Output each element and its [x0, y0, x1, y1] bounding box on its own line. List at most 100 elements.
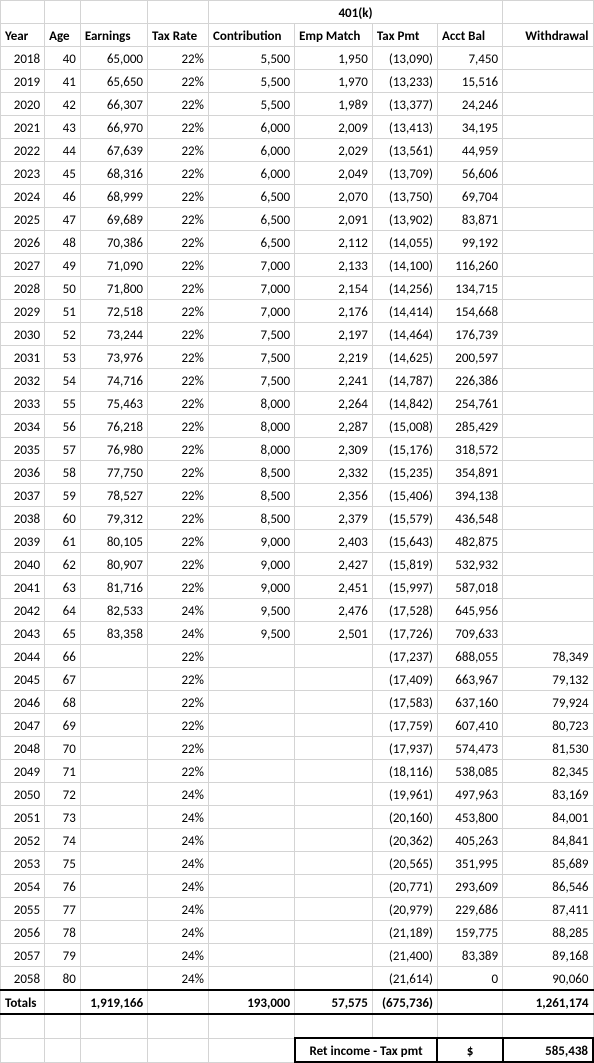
cell-withdrawal[interactable] — [503, 507, 593, 530]
cell-contribution[interactable] — [208, 921, 294, 944]
cell-contribution[interactable] — [208, 944, 294, 967]
cell-tax_rate[interactable]: 24% — [148, 806, 209, 829]
cell-earnings[interactable] — [80, 691, 147, 714]
cell-emp_match[interactable]: 2,356 — [295, 484, 373, 507]
cell-acct_bal[interactable]: 226,386 — [437, 369, 502, 392]
cell-acct_bal[interactable]: 159,775 — [437, 921, 502, 944]
cell-age[interactable]: 61 — [45, 530, 81, 553]
cell-withdrawal[interactable]: 81,530 — [503, 737, 593, 760]
cell-year[interactable]: 2044 — [1, 645, 45, 668]
cell-year[interactable]: 2025 — [1, 208, 45, 231]
cell-tax_pmt[interactable]: (13,561) — [372, 139, 437, 162]
cell-age[interactable]: 52 — [45, 323, 81, 346]
cell-age[interactable]: 65 — [45, 622, 81, 645]
cell-age[interactable]: 71 — [45, 760, 81, 783]
cell-earnings[interactable]: 78,527 — [80, 484, 147, 507]
cell-age[interactable]: 80 — [45, 967, 81, 991]
cell-earnings[interactable]: 80,105 — [80, 530, 147, 553]
cell-age[interactable]: 63 — [45, 576, 81, 599]
cell-acct_bal[interactable]: 709,633 — [437, 622, 502, 645]
cell-year[interactable]: 2033 — [1, 392, 45, 415]
cell-tax_pmt[interactable]: (21,189) — [372, 921, 437, 944]
cell-contribution[interactable] — [208, 668, 294, 691]
cell-earnings[interactable]: 68,999 — [80, 185, 147, 208]
cell-year[interactable]: 2019 — [1, 70, 45, 93]
cell-emp_match[interactable] — [295, 921, 373, 944]
cell-tax_rate[interactable]: 22% — [148, 484, 209, 507]
col-tax-rate[interactable]: Tax Rate — [148, 24, 209, 47]
col-withdrawal[interactable]: Withdrawal — [503, 24, 593, 47]
cell-withdrawal[interactable] — [503, 116, 593, 139]
cell-acct_bal[interactable]: 134,715 — [437, 277, 502, 300]
cell-contribution[interactable] — [208, 967, 294, 991]
cell-withdrawal[interactable]: 80,723 — [503, 714, 593, 737]
cell-acct_bal[interactable]: 394,138 — [437, 484, 502, 507]
cell-age[interactable]: 53 — [45, 346, 81, 369]
cell-contribution[interactable]: 7,000 — [208, 254, 294, 277]
cell-withdrawal[interactable] — [503, 162, 593, 185]
cell-emp_match[interactable]: 2,070 — [295, 185, 373, 208]
cell-earnings[interactable] — [80, 852, 147, 875]
cell-withdrawal[interactable] — [503, 461, 593, 484]
cell-acct_bal[interactable]: 293,609 — [437, 875, 502, 898]
cell-withdrawal[interactable] — [503, 553, 593, 576]
cell-emp_match[interactable]: 1,950 — [295, 47, 373, 70]
cell-age[interactable]: 66 — [45, 645, 81, 668]
cell-year[interactable]: 2027 — [1, 254, 45, 277]
cell-year[interactable]: 2055 — [1, 898, 45, 921]
cell-tax_rate[interactable]: 22% — [148, 300, 209, 323]
cell-age[interactable]: 60 — [45, 507, 81, 530]
cell-tax_rate[interactable]: 24% — [148, 599, 209, 622]
cell-tax_rate[interactable]: 22% — [148, 691, 209, 714]
cell-emp_match[interactable] — [295, 875, 373, 898]
cell-acct_bal[interactable]: 318,572 — [437, 438, 502, 461]
cell-age[interactable]: 47 — [45, 208, 81, 231]
cell-tax_pmt[interactable]: (15,579) — [372, 507, 437, 530]
cell-year[interactable]: 2041 — [1, 576, 45, 599]
cell-contribution[interactable] — [208, 898, 294, 921]
cell-contribution[interactable]: 9,500 — [208, 599, 294, 622]
cell-acct_bal[interactable]: 482,875 — [437, 530, 502, 553]
cell-age[interactable]: 70 — [45, 737, 81, 760]
cell-tax_pmt[interactable]: (20,771) — [372, 875, 437, 898]
cell-emp_match[interactable]: 2,427 — [295, 553, 373, 576]
cell-withdrawal[interactable] — [503, 70, 593, 93]
cell-tax_pmt[interactable]: (13,377) — [372, 93, 437, 116]
cell-tax_rate[interactable]: 24% — [148, 944, 209, 967]
cell-age[interactable]: 51 — [45, 300, 81, 323]
cell-emp_match[interactable] — [295, 691, 373, 714]
cell-contribution[interactable]: 5,500 — [208, 93, 294, 116]
cell-year[interactable]: 2056 — [1, 921, 45, 944]
cell-emp_match[interactable]: 2,332 — [295, 461, 373, 484]
cell-earnings[interactable]: 68,316 — [80, 162, 147, 185]
cell-withdrawal[interactable] — [503, 599, 593, 622]
cell-acct_bal[interactable]: 15,516 — [437, 70, 502, 93]
cell-earnings[interactable]: 83,358 — [80, 622, 147, 645]
cell-contribution[interactable] — [208, 783, 294, 806]
cell-earnings[interactable]: 70,386 — [80, 231, 147, 254]
cell-contribution[interactable]: 6,500 — [208, 208, 294, 231]
cell-tax_pmt[interactable]: (13,709) — [372, 162, 437, 185]
cell-tax_pmt[interactable]: (17,237) — [372, 645, 437, 668]
cell-earnings[interactable]: 71,090 — [80, 254, 147, 277]
cell-emp_match[interactable] — [295, 944, 373, 967]
cell-contribution[interactable] — [208, 691, 294, 714]
cell-contribution[interactable] — [208, 737, 294, 760]
cell-acct_bal[interactable]: 34,195 — [437, 116, 502, 139]
cell-tax_pmt[interactable]: (15,176) — [372, 438, 437, 461]
cell-emp_match[interactable]: 2,049 — [295, 162, 373, 185]
cell-contribution[interactable]: 6,000 — [208, 162, 294, 185]
cell-age[interactable]: 72 — [45, 783, 81, 806]
cell-tax_rate[interactable]: 22% — [148, 714, 209, 737]
cell-acct_bal[interactable]: 663,967 — [437, 668, 502, 691]
cell-tax_pmt[interactable]: (15,819) — [372, 553, 437, 576]
cell-year[interactable]: 2020 — [1, 93, 45, 116]
cell-age[interactable]: 42 — [45, 93, 81, 116]
cell-emp_match[interactable]: 2,264 — [295, 392, 373, 415]
cell-tax_pmt[interactable]: (14,787) — [372, 369, 437, 392]
cell-withdrawal[interactable] — [503, 277, 593, 300]
cell-withdrawal[interactable] — [503, 438, 593, 461]
cell-withdrawal[interactable] — [503, 139, 593, 162]
cell-acct_bal[interactable]: 200,597 — [437, 346, 502, 369]
cell-earnings[interactable] — [80, 967, 147, 991]
